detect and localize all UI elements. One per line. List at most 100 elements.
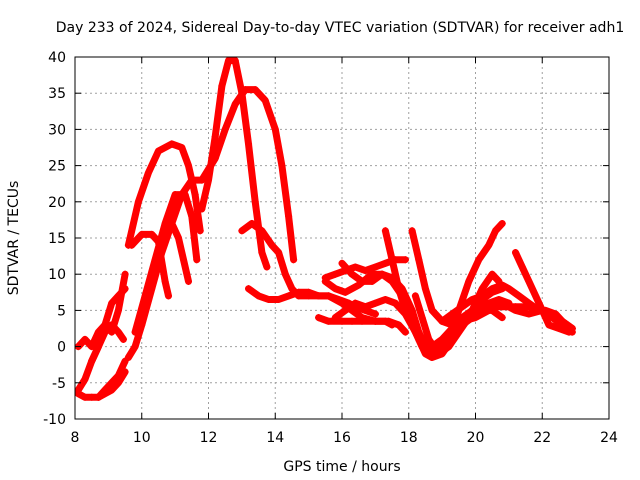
x-axis-label: GPS time / hours: [283, 459, 400, 475]
data-point-marker: [472, 314, 479, 322]
data-point-marker: [221, 125, 229, 133]
data-series: [74, 57, 576, 401]
data-point-marker: [532, 292, 540, 300]
data-point-marker: [425, 335, 433, 343]
x-tick-label: 12: [200, 430, 218, 446]
data-point-marker: [134, 198, 142, 206]
data-point-marker: [88, 343, 96, 351]
data-point-marker: [81, 375, 89, 383]
data-point-marker: [558, 317, 566, 325]
data-point-marker: [191, 191, 199, 199]
data-point-marker: [498, 220, 506, 228]
data-point-marker: [148, 270, 156, 278]
data-point-marker: [268, 241, 276, 249]
data-point-marker: [525, 310, 533, 318]
x-tick-label: 22: [533, 430, 551, 446]
data-point-marker: [158, 241, 166, 249]
data-point-marker: [468, 306, 476, 314]
data-point-marker: [371, 263, 379, 271]
data-point-marker: [338, 259, 346, 267]
data-point-marker: [315, 292, 323, 300]
data-point-marker: [408, 321, 416, 329]
series-line: [88, 285, 129, 365]
series-track-4: [88, 285, 129, 365]
data-point-marker: [211, 133, 219, 141]
series-track-8: [124, 140, 204, 249]
data-point-marker: [258, 248, 266, 256]
data-point-marker: [218, 82, 226, 90]
data-point-marker: [148, 230, 156, 238]
data-point-marker: [275, 248, 283, 256]
data-point-marker: [144, 169, 152, 177]
data-point-marker: [488, 270, 496, 278]
data-point-marker: [438, 317, 446, 325]
data-point-marker: [121, 357, 129, 365]
data-point-marker: [371, 310, 379, 318]
x-tick-label: 18: [400, 430, 418, 446]
data-point-marker: [251, 198, 259, 206]
data-point-marker: [275, 296, 283, 304]
series-track-10: [148, 220, 192, 285]
y-axis-label: SDTVAR / TECUs: [6, 181, 22, 296]
data-point-marker: [141, 292, 149, 300]
data-point-marker: [285, 292, 293, 300]
data-point-marker: [381, 227, 389, 235]
data-point-marker: [248, 220, 256, 228]
data-point-marker: [295, 288, 303, 296]
data-point-marker: [290, 256, 298, 264]
y-tick-label: 30: [48, 122, 66, 138]
data-point-marker: [231, 100, 239, 108]
y-tick-label: 20: [48, 195, 66, 211]
data-point-marker: [358, 277, 366, 285]
data-point-marker: [168, 140, 176, 148]
data-point-marker: [124, 241, 132, 249]
data-point-marker: [448, 310, 456, 318]
data-point-marker: [371, 299, 379, 307]
data-point-marker: [205, 176, 212, 184]
data-point-marker: [245, 140, 253, 148]
data-point-marker: [378, 270, 386, 278]
data-point-marker: [178, 144, 186, 151]
series-track-5: [94, 357, 129, 401]
data-point-marker: [265, 296, 273, 304]
data-point-marker: [338, 299, 346, 307]
data-point-marker: [281, 270, 289, 278]
data-point-marker: [545, 321, 553, 329]
data-point-marker: [315, 314, 323, 322]
y-tick-label: 35: [48, 86, 66, 102]
series-line: [131, 191, 201, 336]
data-point-marker: [475, 256, 483, 264]
data-point-marker: [331, 285, 339, 293]
data-point-marker: [131, 343, 139, 351]
data-point-marker: [401, 256, 409, 264]
data-point-marker: [198, 176, 206, 184]
data-point-marker: [101, 321, 109, 329]
data-point-marker: [184, 277, 192, 285]
data-point-marker: [161, 277, 169, 285]
data-point-marker: [231, 57, 239, 65]
data-point-marker: [108, 379, 116, 387]
data-point-marker: [458, 317, 466, 325]
data-point-marker: [538, 306, 546, 314]
data-point-marker: [193, 256, 201, 264]
data-point-marker: [325, 317, 333, 325]
data-point-marker: [81, 393, 89, 401]
series-line: [148, 220, 192, 285]
data-point-marker: [263, 263, 271, 271]
data-point-marker: [505, 285, 513, 293]
data-point-marker: [421, 343, 429, 351]
x-tick-label: 8: [71, 430, 80, 446]
data-point-marker: [338, 317, 346, 325]
data-point-marker: [395, 321, 403, 329]
series-track-6: [124, 86, 298, 361]
data-point-marker: [119, 335, 127, 343]
data-point-marker: [114, 372, 122, 380]
data-point-marker: [421, 285, 429, 293]
data-point-marker: [108, 321, 116, 329]
data-point-marker: [179, 256, 187, 264]
data-point-marker: [411, 292, 419, 300]
data-point-marker: [154, 147, 162, 155]
data-point-marker: [121, 270, 129, 278]
data-point-marker: [458, 303, 466, 311]
